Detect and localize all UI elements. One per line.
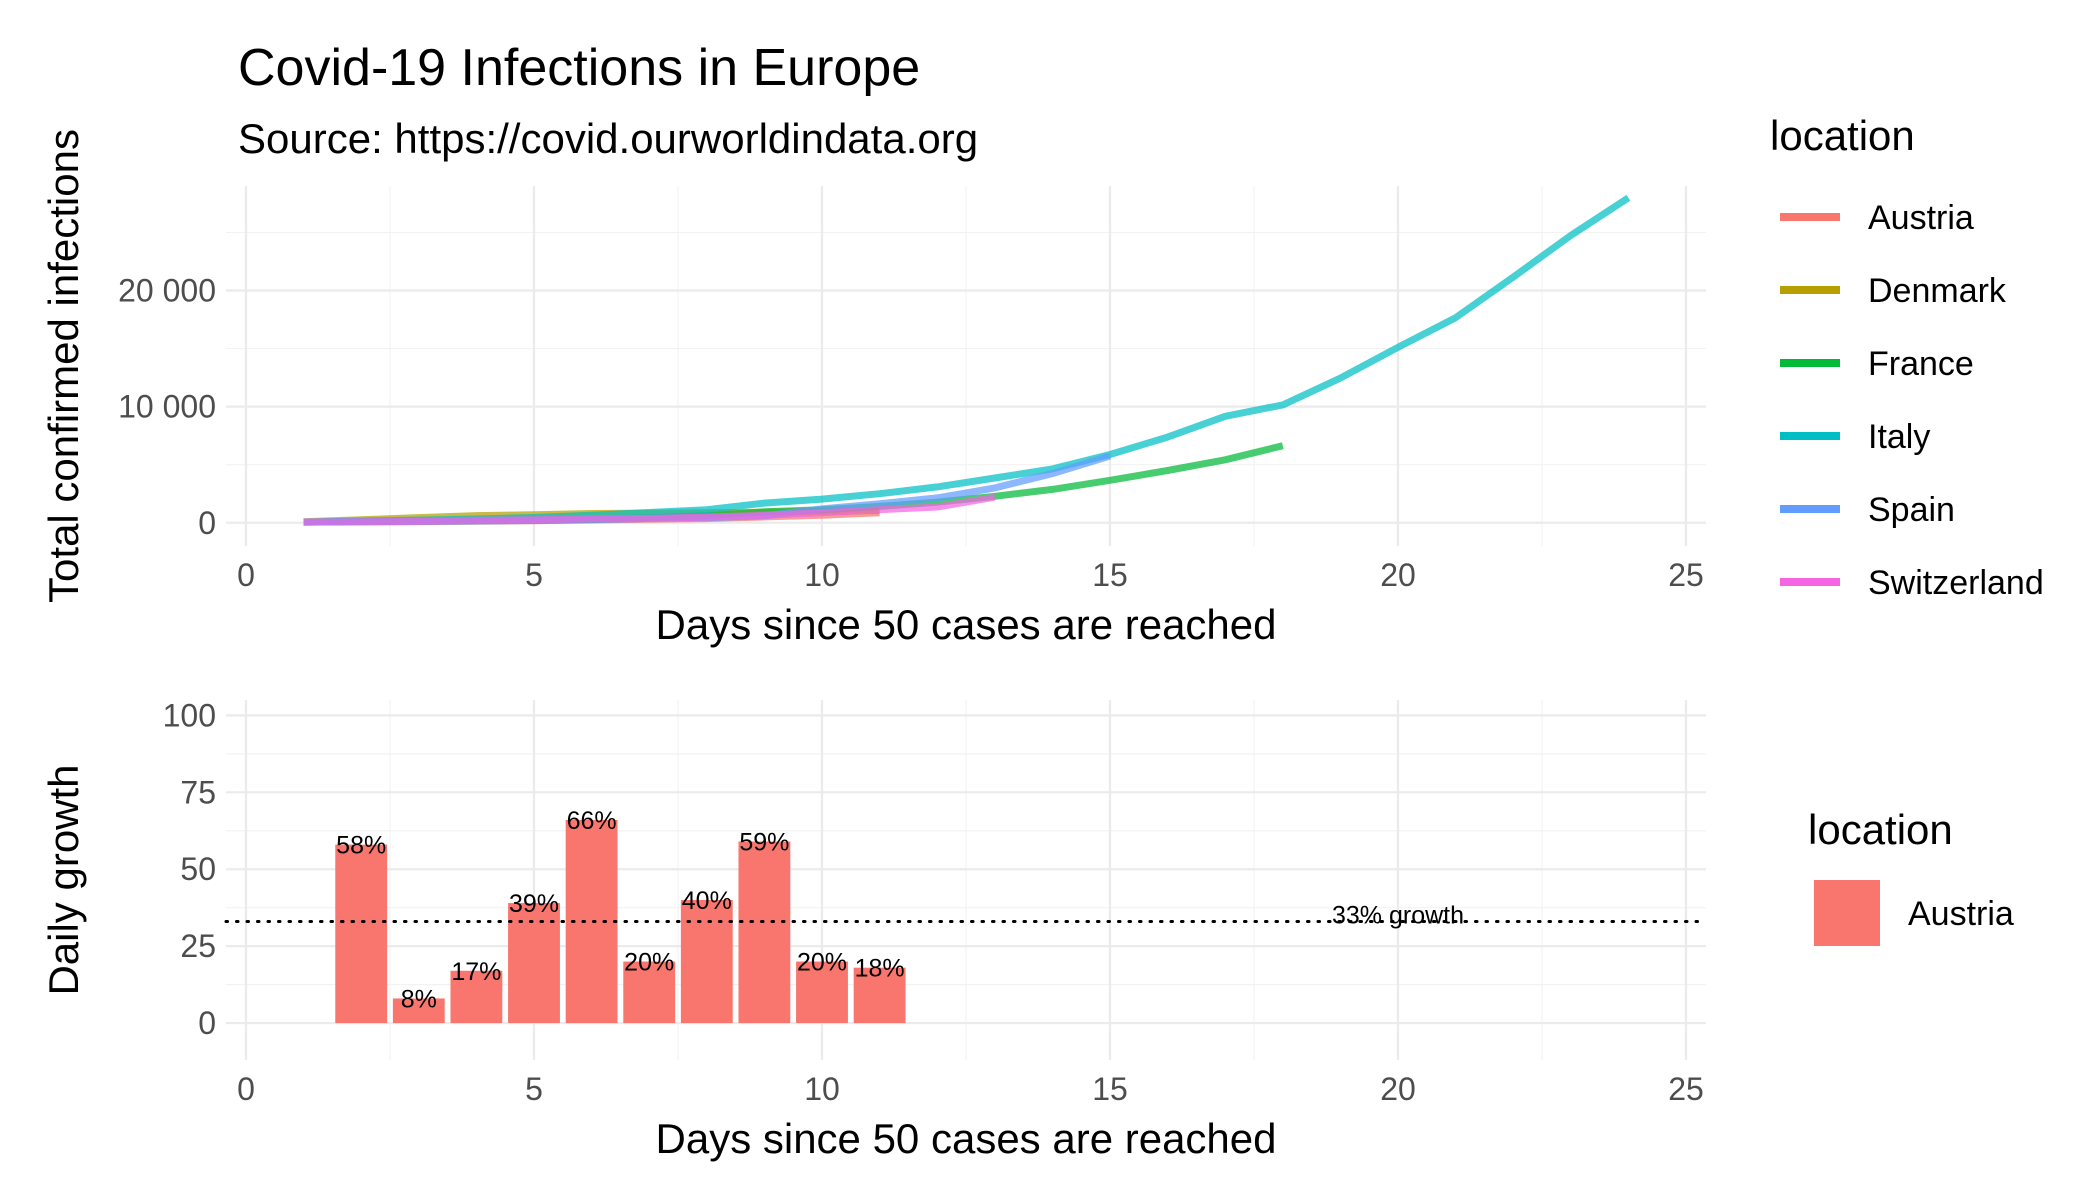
legend-label: Italy — [1868, 418, 1930, 456]
bar — [450, 970, 503, 1024]
y-tick-label: 0 — [198, 505, 216, 541]
x-tick-label: 5 — [525, 557, 543, 593]
y-tick-label: 75 — [180, 774, 216, 810]
daily-growth-bar-chart: 0 5 10 15 20 25 0 25 50 75 100 Days since 50 cases … — [40, 697, 1708, 1162]
x-tick-label: 5 — [525, 1071, 543, 1107]
x-tick-label: 0 — [237, 557, 255, 593]
bar-data-label: 20% — [624, 949, 674, 977]
x-axis-title: Days since 50 cases are reached — [656, 1115, 1277, 1162]
y-tick-label: 100 — [163, 697, 216, 733]
legend-label: France — [1868, 345, 1974, 383]
bar-data-label: 66% — [567, 807, 617, 835]
y-tick-label: 25 — [180, 928, 216, 964]
bar — [392, 998, 445, 1024]
x-tick-label: 10 — [804, 1071, 840, 1107]
bar-data-label: 8% — [401, 985, 437, 1013]
y-tick-label: 0 — [198, 1005, 216, 1041]
bar-chart-legend: location Austria — [1808, 806, 2014, 946]
legend-label: Austria — [1868, 199, 1974, 237]
legend-label: Spain — [1868, 491, 1955, 529]
y-tick-label: 10 000 — [118, 389, 216, 425]
x-tick-label: 20 — [1380, 1071, 1416, 1107]
bar-data-label: 18% — [855, 955, 905, 983]
bar — [680, 900, 733, 1024]
bar-data-label: 59% — [739, 829, 789, 857]
x-tick-label: 20 — [1380, 557, 1416, 593]
legend-key-austria — [1814, 880, 1880, 946]
bar — [508, 903, 560, 1024]
legend-label: Austria — [1908, 895, 2014, 933]
bar — [796, 961, 848, 1024]
x-tick-label: 25 — [1668, 1071, 1704, 1107]
y-axis-title: Total confirmed infections — [40, 129, 87, 603]
bar-data-label: 20% — [797, 949, 847, 977]
bar — [853, 967, 906, 1024]
bar-data-label: 58% — [336, 832, 386, 860]
bar-data-label: 17% — [451, 958, 501, 986]
y-tick-label: 50 — [180, 851, 216, 887]
x-tick-label: 25 — [1668, 557, 1704, 593]
x-tick-label: 0 — [237, 1071, 255, 1107]
line-switzerland — [303, 493, 996, 526]
infections-line-chart: 0 5 10 15 20 25 0 10 000 20 000 Days since 50 cas… — [40, 129, 1706, 648]
bar — [335, 844, 388, 1024]
bar — [738, 841, 791, 1024]
y-axis-title: Daily growth — [40, 764, 87, 995]
y-tick-label: 20 000 — [118, 273, 216, 309]
x-tick-label: 15 — [1092, 1071, 1128, 1107]
legend-title: location — [1770, 112, 1915, 159]
line-chart-legend: location Austria Denmark France Italy Spain Sw… — [1770, 112, 2044, 602]
legend-label: Switzerland — [1868, 564, 2044, 602]
bar-data-label: 40% — [682, 887, 732, 915]
bar-data-label: 39% — [509, 890, 559, 918]
legend-title: location — [1808, 806, 1953, 853]
chart-title: Covid-19 Infections in Europe — [238, 39, 920, 97]
x-tick-label: 10 — [804, 557, 840, 593]
x-tick-label: 15 — [1092, 557, 1128, 593]
legend-label: Denmark — [1868, 272, 2007, 310]
chart-subtitle: Source: https://covid.ourworldindata.org — [238, 115, 978, 162]
reference-line-label: 33% growth — [1332, 902, 1464, 930]
x-axis-title: Days since 50 cases are reached — [656, 601, 1277, 648]
bar — [623, 961, 676, 1024]
